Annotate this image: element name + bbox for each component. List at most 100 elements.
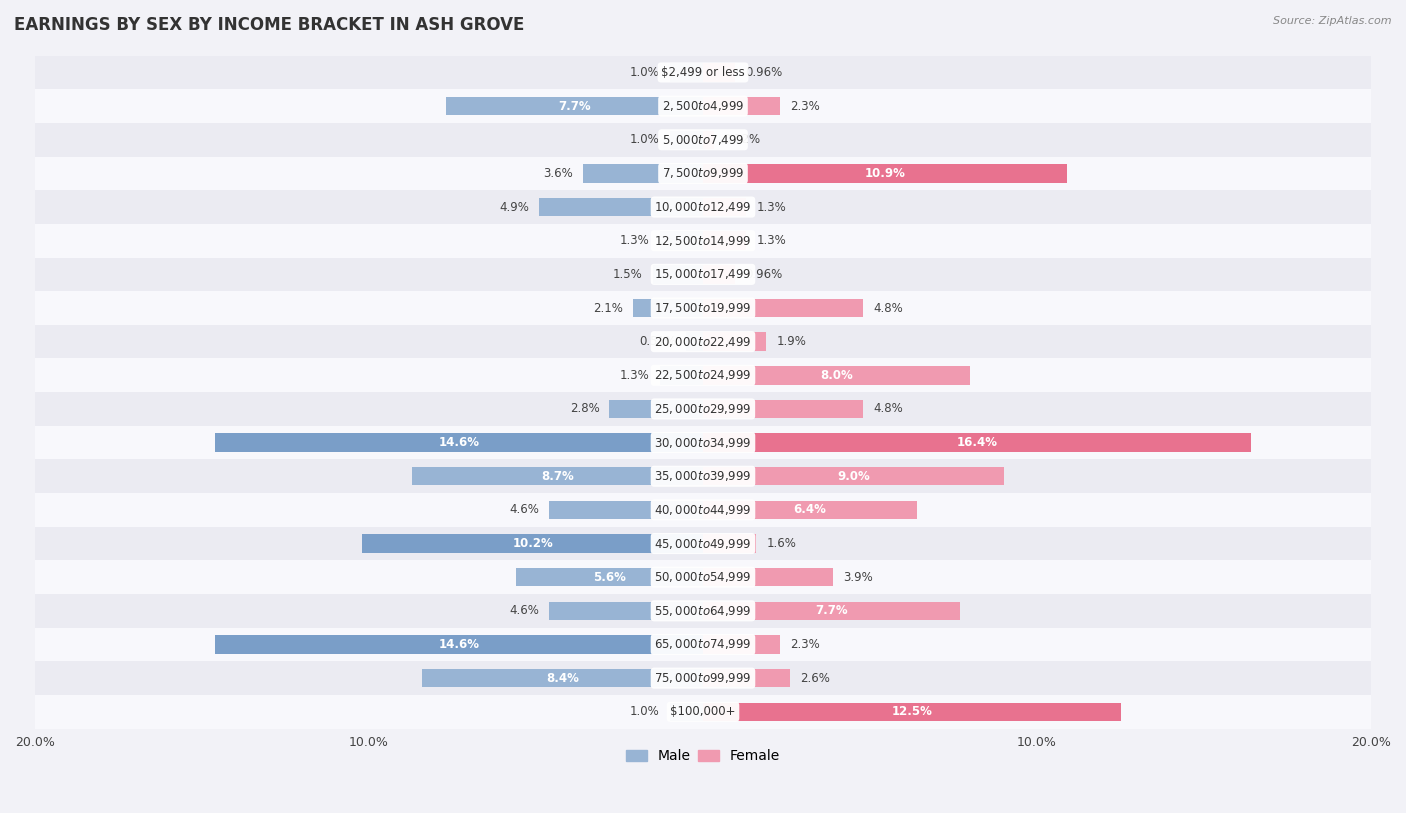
Text: 8.0%: 8.0%: [820, 369, 853, 382]
Bar: [35, 493, 1371, 527]
Bar: [703, 467, 1004, 485]
Text: 0.96%: 0.96%: [745, 267, 782, 280]
Text: 0.32%: 0.32%: [724, 133, 761, 146]
Bar: [669, 63, 703, 82]
Text: 3.6%: 3.6%: [543, 167, 572, 180]
Text: 1.6%: 1.6%: [766, 537, 796, 550]
Bar: [703, 164, 1067, 183]
Text: 4.9%: 4.9%: [499, 201, 529, 214]
Text: 2.3%: 2.3%: [790, 100, 820, 113]
Text: 4.6%: 4.6%: [509, 604, 540, 617]
Bar: [669, 131, 703, 149]
Text: 7.7%: 7.7%: [815, 604, 848, 617]
Bar: [35, 190, 1371, 224]
Text: $45,000 to $49,999: $45,000 to $49,999: [654, 537, 752, 550]
Bar: [35, 224, 1371, 258]
Text: $55,000 to $64,999: $55,000 to $64,999: [654, 604, 752, 618]
Text: Source: ZipAtlas.com: Source: ZipAtlas.com: [1274, 16, 1392, 26]
Bar: [652, 265, 703, 284]
Text: $17,500 to $19,999: $17,500 to $19,999: [654, 301, 752, 315]
Bar: [422, 669, 703, 687]
Bar: [703, 63, 735, 82]
Text: 1.3%: 1.3%: [756, 201, 786, 214]
Text: 4.6%: 4.6%: [509, 503, 540, 516]
Bar: [35, 560, 1371, 594]
Text: $40,000 to $44,999: $40,000 to $44,999: [654, 503, 752, 517]
Text: $2,500 to $4,999: $2,500 to $4,999: [662, 99, 744, 113]
Bar: [703, 333, 766, 351]
Text: 0.96%: 0.96%: [745, 66, 782, 79]
Text: 9.0%: 9.0%: [837, 470, 870, 483]
Bar: [633, 298, 703, 317]
Bar: [35, 55, 1371, 89]
Bar: [703, 298, 863, 317]
Text: 2.6%: 2.6%: [800, 672, 830, 685]
Text: $65,000 to $74,999: $65,000 to $74,999: [654, 637, 752, 651]
Bar: [703, 602, 960, 620]
Text: $25,000 to $29,999: $25,000 to $29,999: [654, 402, 752, 416]
Text: $20,000 to $22,499: $20,000 to $22,499: [654, 335, 752, 349]
Bar: [35, 628, 1371, 661]
Bar: [703, 198, 747, 216]
Bar: [35, 527, 1371, 560]
Bar: [446, 97, 703, 115]
Text: 8.7%: 8.7%: [541, 470, 574, 483]
Bar: [703, 702, 1121, 721]
Bar: [609, 400, 703, 418]
Text: 10.2%: 10.2%: [512, 537, 553, 550]
Text: 1.3%: 1.3%: [620, 369, 650, 382]
Bar: [703, 265, 735, 284]
Text: 1.5%: 1.5%: [613, 267, 643, 280]
Text: 1.0%: 1.0%: [630, 66, 659, 79]
Text: 4.8%: 4.8%: [873, 302, 903, 315]
Bar: [35, 661, 1371, 695]
Text: 2.8%: 2.8%: [569, 402, 599, 415]
Bar: [215, 635, 703, 654]
Text: $12,500 to $14,999: $12,500 to $14,999: [654, 233, 752, 248]
Bar: [363, 534, 703, 553]
Text: 3.9%: 3.9%: [844, 571, 873, 584]
Bar: [35, 594, 1371, 628]
Bar: [703, 232, 747, 250]
Text: $22,500 to $24,999: $22,500 to $24,999: [654, 368, 752, 382]
Text: 2.1%: 2.1%: [593, 302, 623, 315]
Text: 5.6%: 5.6%: [593, 571, 626, 584]
Bar: [35, 123, 1371, 157]
Text: 6.4%: 6.4%: [793, 503, 827, 516]
Text: $15,000 to $17,499: $15,000 to $17,499: [654, 267, 752, 281]
Bar: [35, 426, 1371, 459]
Legend: Male, Female: Male, Female: [620, 744, 786, 769]
Bar: [703, 568, 834, 586]
Bar: [550, 501, 703, 520]
Bar: [35, 157, 1371, 190]
Bar: [35, 258, 1371, 291]
Bar: [703, 669, 790, 687]
Text: $7,500 to $9,999: $7,500 to $9,999: [662, 167, 744, 180]
Bar: [703, 97, 780, 115]
Text: 14.6%: 14.6%: [439, 638, 479, 651]
Text: 1.3%: 1.3%: [756, 234, 786, 247]
Bar: [582, 164, 703, 183]
Text: $2,499 or less: $2,499 or less: [661, 66, 745, 79]
Text: 10.9%: 10.9%: [865, 167, 905, 180]
Text: $50,000 to $54,999: $50,000 to $54,999: [654, 570, 752, 585]
Bar: [35, 291, 1371, 325]
Bar: [35, 392, 1371, 426]
Text: 0.51%: 0.51%: [638, 335, 676, 348]
Text: $10,000 to $12,499: $10,000 to $12,499: [654, 200, 752, 214]
Bar: [35, 695, 1371, 728]
Bar: [516, 568, 703, 586]
Text: 12.5%: 12.5%: [891, 706, 932, 718]
Bar: [540, 198, 703, 216]
Text: 4.8%: 4.8%: [873, 402, 903, 415]
Bar: [550, 602, 703, 620]
Bar: [703, 433, 1251, 452]
Text: 7.7%: 7.7%: [558, 100, 591, 113]
Bar: [703, 366, 970, 385]
Bar: [215, 433, 703, 452]
Bar: [412, 467, 703, 485]
Text: 2.3%: 2.3%: [790, 638, 820, 651]
Bar: [659, 232, 703, 250]
Bar: [35, 89, 1371, 123]
Bar: [35, 325, 1371, 359]
